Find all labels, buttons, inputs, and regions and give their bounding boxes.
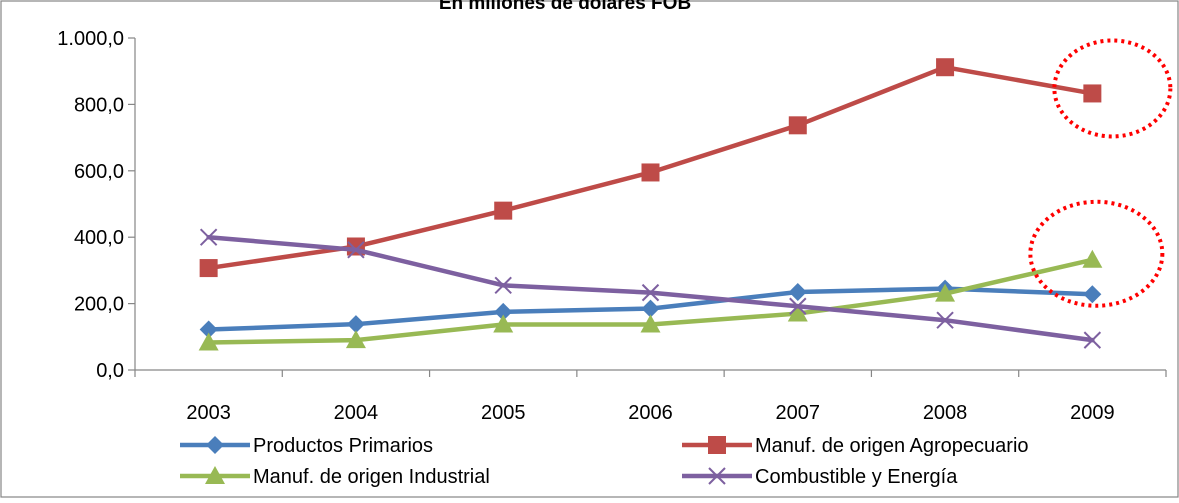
x-tick-label: 2007 (776, 402, 821, 424)
legend-label: Productos Primarios (253, 435, 433, 457)
legend-item: Productos Primarios (180, 435, 433, 457)
data-point-x (708, 467, 726, 485)
data-point-x (199, 228, 218, 246)
legend-item: Combustible y Energía (682, 466, 958, 488)
x-tick-label: 2003 (186, 402, 231, 424)
data-point-square (708, 436, 726, 454)
data-point-square (641, 163, 660, 182)
data-point-square (788, 116, 807, 135)
data-point-triangle (345, 330, 366, 349)
x-tick-label: 2004 (334, 402, 379, 424)
data-point-square (1083, 84, 1102, 103)
data-point-square (199, 259, 218, 278)
annotation-layer (1028, 38, 1173, 308)
data-point-diamond (199, 320, 218, 339)
legend-label: Manuf. de origen Agropecuario (755, 435, 1029, 457)
x-tick-label: 2006 (628, 402, 673, 424)
x-marker-stroke (936, 311, 954, 329)
series-3 (199, 228, 1102, 349)
data-point-x (1083, 331, 1102, 349)
data-point-triangle (493, 314, 514, 333)
x-marker-stroke (494, 276, 512, 295)
data-point-diamond (206, 436, 224, 454)
axes: 0,0 200,0 400,0 600,0 800,0 1.000,0 2003 2004 20… (57, 28, 1167, 424)
x-marker-stroke (199, 228, 218, 246)
data-point-triangle (205, 466, 225, 484)
x-marker-stroke (1083, 331, 1102, 349)
data-point-diamond (1083, 285, 1102, 304)
annotation-dashed-ellipse (1028, 199, 1165, 308)
data-point-triangle (787, 303, 808, 322)
y-tick-label: 400,0 (74, 227, 124, 249)
annotation-dashed-ellipse (1052, 38, 1173, 139)
data-point-x (641, 283, 660, 302)
y-tick-label: 600,0 (74, 161, 124, 183)
series-1 (199, 58, 1102, 278)
data-point-x (936, 311, 954, 329)
legend-item: Manuf. de origen Industrial (180, 466, 490, 488)
data-point-x (494, 276, 512, 295)
y-tick-label: 800,0 (74, 94, 124, 116)
legend: Productos Primarios Manuf. de origen Agro… (180, 435, 1029, 488)
series-2 (198, 249, 1103, 351)
x-marker-stroke (641, 283, 660, 302)
data-point-square (494, 201, 513, 220)
data-point-x (347, 241, 365, 259)
legend-label: Combustible y Energía (755, 466, 958, 488)
data-point-diamond (494, 302, 513, 321)
x-tick-label: 2009 (1070, 402, 1115, 424)
x-marker-stroke (789, 297, 807, 315)
data-point-x (789, 297, 807, 315)
data-point-triangle (935, 283, 956, 302)
legend-item: Manuf. de origen Agropecuario (682, 435, 1029, 457)
chart-title: En millones de dólares FOB (439, 0, 691, 14)
data-point-diamond (346, 315, 365, 334)
series-layer (198, 58, 1103, 351)
data-point-triangle (198, 332, 219, 351)
legend-label: Manuf. de origen Industrial (253, 466, 490, 488)
data-point-triangle (640, 314, 661, 333)
x-marker-stroke (347, 241, 365, 259)
x-marker-stroke (708, 467, 726, 485)
data-point-square (936, 58, 955, 77)
y-tick-label: 200,0 (74, 294, 124, 316)
data-point-diamond (788, 282, 807, 301)
data-point-triangle (1082, 249, 1103, 268)
y-tick-label: 1.000,0 (57, 28, 124, 50)
x-tick-label: 2005 (481, 402, 526, 424)
x-tick-label: 2008 (923, 402, 968, 424)
y-tick-label: 0,0 (96, 360, 124, 382)
data-point-diamond (641, 299, 660, 318)
